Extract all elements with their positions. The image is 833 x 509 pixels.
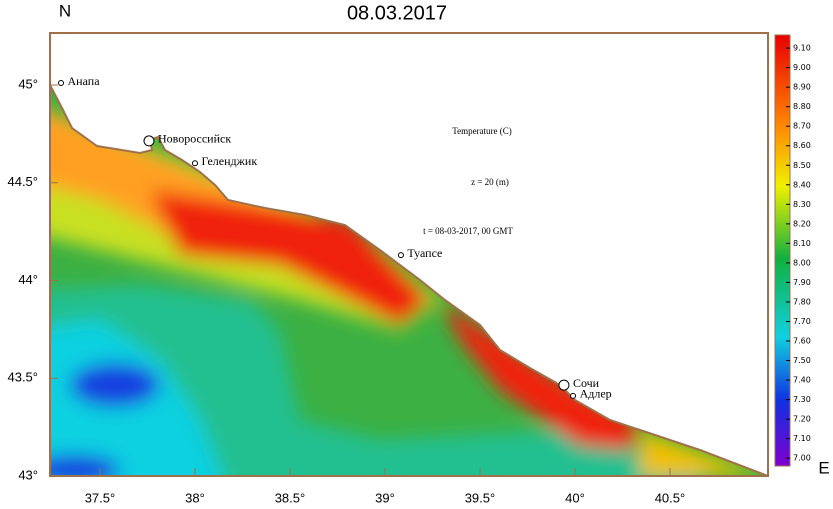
place-marker: [558, 379, 570, 391]
colorbar-tick-label: 7.40: [793, 376, 811, 385]
colorbar-tick-label: 7.60: [793, 337, 811, 346]
colorbar-tick-label: 8.90: [793, 83, 811, 92]
x-axis-label: E: [818, 458, 829, 477]
place-label: Адлер: [580, 387, 612, 401]
place-label: Анапа: [68, 74, 101, 88]
y-tick-label: 44.5°: [7, 174, 38, 189]
x-tick-label: 40.5°: [655, 490, 686, 505]
colorbar-tick-label: 7.10: [793, 434, 811, 443]
y-axis-label: N: [59, 1, 71, 20]
annotation: z = 20 (m): [471, 177, 509, 187]
colorbar-tick-label: 8.10: [793, 239, 811, 248]
colorbar-tick-label: 9.00: [793, 63, 811, 72]
place-label: Новороссийск: [158, 132, 231, 146]
x-tick-label: 40°: [565, 490, 585, 505]
place-marker: [191, 160, 198, 167]
colorbar: [774, 34, 791, 467]
colorbar-tick-label: 7.30: [793, 395, 811, 404]
colorbar-tick-label: 9.10: [793, 44, 811, 53]
place-label: Туапсе: [407, 246, 442, 260]
y-tick-label: 43°: [18, 467, 38, 482]
place-marker: [397, 252, 404, 259]
x-tick-label: 37.5°: [85, 490, 116, 505]
colorbar-tick-label: 7.20: [793, 415, 811, 424]
x-tick-label: 39°: [375, 490, 395, 505]
colorbar-tick-label: 7.00: [793, 454, 811, 463]
colorbar-tick-label: 8.30: [793, 200, 811, 209]
y-tick-label: 44°: [18, 272, 38, 287]
annotation: Temperature (C): [452, 126, 512, 136]
colorbar-tick-label: 8.80: [793, 102, 811, 111]
chart-title: 08.03.2017: [347, 2, 447, 24]
place-marker: [143, 135, 155, 147]
x-tick-label: 39.5°: [465, 490, 496, 505]
colorbar-tick-label: 8.50: [793, 161, 811, 170]
colorbar-tick-label: 8.70: [793, 122, 811, 131]
place-marker: [570, 392, 577, 399]
y-tick-label: 45°: [18, 76, 38, 91]
colorbar-tick-label: 8.40: [793, 180, 811, 189]
colorbar-tick-label: 7.80: [793, 297, 811, 306]
annotation: t = 08-03-2017, 00 GMT: [423, 226, 513, 236]
colorbar-tick-label: 8.00: [793, 258, 811, 267]
x-tick-label: 38°: [185, 490, 205, 505]
colorbar-tick-label: 8.60: [793, 141, 811, 150]
temperature-field: [50, 85, 768, 476]
colorbar-tick-label: 7.70: [793, 317, 811, 326]
plot-frame: [49, 32, 769, 477]
x-tick-label: 38.5°: [275, 490, 306, 505]
colorbar-tick-label: 7.90: [793, 278, 811, 287]
place-label: Геленджик: [201, 154, 257, 168]
colorbar-tick-label: 7.50: [793, 356, 811, 365]
coastline: [49, 84, 769, 477]
place-label: Сочи: [573, 376, 600, 390]
place-marker: [58, 80, 65, 87]
y-tick-label: 43.5°: [7, 370, 38, 385]
colorbar-tick-label: 8.20: [793, 219, 811, 228]
